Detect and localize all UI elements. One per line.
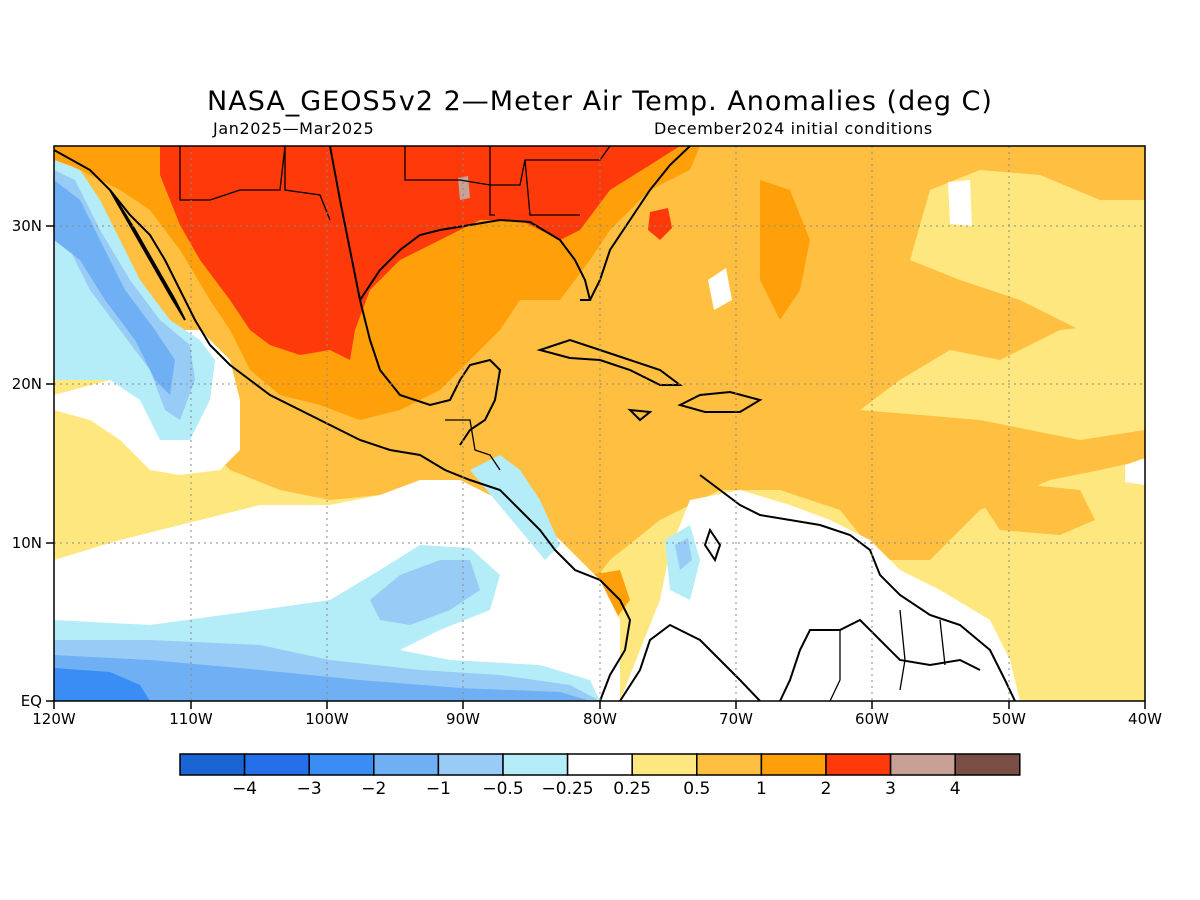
map-field <box>54 146 1145 701</box>
colorbar-label: −1 <box>426 779 451 799</box>
map-title: NASA_GEOS5v2 2—Meter Air Temp. Anomalies… <box>207 86 993 117</box>
colorbar-label: −0.25 <box>542 779 594 799</box>
lon-label-110w: 110W <box>169 710 213 728</box>
colorbar-swatch <box>308 753 375 776</box>
lon-label-90w: 90W <box>446 710 480 728</box>
field-blue-epac <box>370 560 480 625</box>
colorbar-swatch <box>631 753 698 776</box>
colorbar-swatch <box>760 753 827 776</box>
field-pale-atlantic-2 <box>860 320 1145 440</box>
period-subtitle: Jan2025—Mar2025 <box>213 119 375 138</box>
colorbar-swatch <box>179 753 246 776</box>
colorbar-label: 0.5 <box>683 779 710 799</box>
lon-label-60w: 60W <box>855 710 889 728</box>
field-deepblue-mexico <box>54 180 175 395</box>
colorbar-swatch <box>502 753 569 776</box>
colorbar-swatch <box>954 753 1021 776</box>
lon-label-100w: 100W <box>305 710 349 728</box>
field-red <box>160 146 680 360</box>
colorbar-label: −4 <box>232 779 257 799</box>
lon-label-50w: 50W <box>992 710 1026 728</box>
field-strongblue-equator <box>54 668 150 701</box>
lat-label-10n: 10N <box>12 534 42 552</box>
lon-label-80w: 80W <box>583 710 617 728</box>
colorbar-swatch <box>696 753 763 776</box>
lon-label-70w: 70W <box>719 710 753 728</box>
coastlines <box>54 146 1016 701</box>
tick-marks <box>46 225 1146 709</box>
colorbar: −4 −3 −2 −1 −0.5 −0.25 0.25 0.5 1 2 3 4 <box>179 753 1021 799</box>
colorbar-label: 0.25 <box>613 779 651 799</box>
colorbar-swatch <box>437 753 504 776</box>
field-lightcyan-cam <box>470 455 560 560</box>
initial-conditions-subtitle: December2024 initial conditions <box>654 119 933 138</box>
colorbar-label: −0.5 <box>482 779 523 799</box>
field-white-atl3 <box>1125 458 1145 485</box>
colorbar-label: −3 <box>297 779 322 799</box>
colorbar-swatch <box>825 753 892 776</box>
colorbar-label: −2 <box>361 779 386 799</box>
lon-label-120w: 120W <box>32 710 76 728</box>
field-white-atl1 <box>948 180 972 226</box>
field-deepblue-equator <box>54 655 590 701</box>
colorbar-label: 1 <box>756 779 767 799</box>
lat-label-30n: 30N <box>12 217 42 235</box>
field-blue-col <box>675 538 692 570</box>
colorbar-swatch <box>566 753 633 776</box>
lat-label-eq: EQ <box>21 692 42 710</box>
field-red-spot <box>648 208 672 240</box>
colorbar-swatch <box>243 753 310 776</box>
colorbar-swatch <box>373 753 440 776</box>
field-orange-atlantic <box>760 180 810 320</box>
field-pale-east <box>1040 490 1145 701</box>
borders <box>179 146 946 701</box>
field-orange-east <box>980 485 1095 535</box>
lat-label-20n: 20N <box>12 375 42 393</box>
colorbar-label: 3 <box>885 779 896 799</box>
field-brown-spot <box>458 176 470 200</box>
colorbar-label: 4 <box>950 779 961 799</box>
graticule <box>54 146 1145 701</box>
colorbar-label: 2 <box>821 779 832 799</box>
colorbar-swatch <box>889 753 956 776</box>
field-white-atl2 <box>708 268 732 310</box>
lon-label-40w: 40W <box>1128 710 1162 728</box>
